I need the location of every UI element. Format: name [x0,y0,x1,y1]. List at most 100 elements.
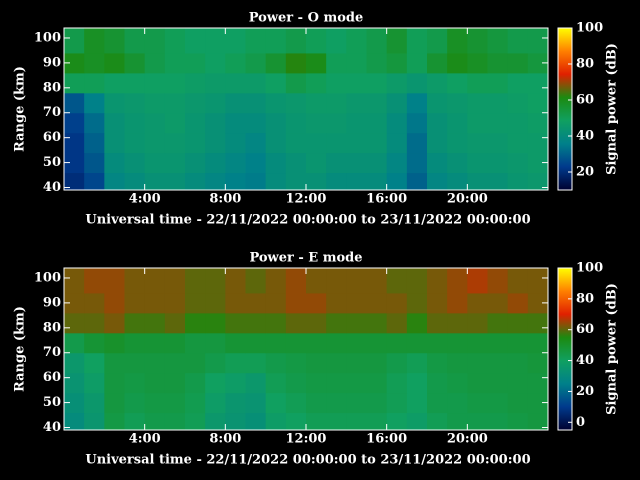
heat-cell [346,392,367,414]
heat-cell [346,332,367,354]
heat-cell [285,332,307,354]
heat-cell [427,292,448,314]
y-tick-label: 90 [43,55,61,70]
heat-cell [185,312,206,334]
colorbar-tick-label: 20 [576,165,594,180]
colorbar-tick-label: 0 [576,415,585,430]
heat-cell [527,132,549,154]
heat-cell [205,268,226,294]
heat-cell [366,352,388,374]
heat-cell [164,352,186,374]
heat-cell [124,292,146,314]
heat-cell [64,52,85,74]
heat-cell [124,412,146,431]
colorbar-tick-label: 60 [576,322,594,337]
heat-cell [64,312,85,334]
heat-cell [84,52,105,74]
x-tick-label: 4:00 [129,432,161,447]
heat-cell [124,92,146,114]
heat-cell [346,92,367,114]
heat-cell [366,172,388,191]
heat-cell [406,152,428,174]
heat-cell [205,392,226,414]
heat-cell [64,112,85,134]
heat-cell [427,92,448,114]
heat-cell [386,292,408,314]
heat-cell [487,28,509,54]
heat-cell [265,268,287,294]
heat-cell [447,372,468,394]
heat-cell [386,392,408,414]
heat-cell [487,52,509,74]
heat-cell [205,112,226,134]
heat-cell [487,412,509,431]
heat-cell [225,52,246,74]
heat-cell [386,132,408,154]
heat-cell [527,112,549,134]
heat-cell [104,268,125,294]
heat-cell [366,52,388,74]
heat-cell [144,28,166,54]
heat-cell [346,72,367,94]
heat-cell [225,412,246,431]
heat-cell [507,312,529,334]
colorbar [557,27,573,191]
heat-cell [467,112,488,134]
heat-cell [104,52,125,74]
heat-cell [64,268,85,294]
heat-cell [265,52,287,74]
heat-cell [64,352,85,374]
heat-cell [386,92,408,114]
x-tick-label: 16:00 [366,192,407,207]
y-tick-label: 60 [43,130,61,145]
heat-cell [285,292,307,314]
heat-cell [124,72,146,94]
heat-cell [185,352,206,374]
heat-cell [507,352,529,374]
heat-cell [144,152,166,174]
heat-cell [467,72,488,94]
heat-cell [285,152,307,174]
heat-cell [245,352,267,374]
heat-cell [406,332,428,354]
heat-cell [366,28,388,54]
heat-cell [427,132,448,154]
heat-cell [306,372,327,394]
heat-cell [84,268,105,294]
heat-cell [124,52,146,74]
heat-cell [225,152,246,174]
heat-cell [124,332,146,354]
heat-cell [265,132,287,154]
heat-cell [487,268,509,294]
heat-cell [346,372,367,394]
heat-cell [326,52,347,74]
heat-cell [225,352,246,374]
heat-cell [245,292,267,314]
heat-cell [245,72,267,94]
heat-cell [346,312,367,334]
heat-cell [225,372,246,394]
heat-cell [366,92,388,114]
heat-cell [487,332,509,354]
heat-cell [386,268,408,294]
heat-cell [386,152,408,174]
heat-cell [84,312,105,334]
heat-cell [124,152,146,174]
heat-cell [285,372,307,394]
heat-cell [507,172,529,191]
heat-cell [285,172,307,191]
heat-cell [225,132,246,154]
heat-cell [205,52,226,74]
heat-cell [225,112,246,134]
heat-cell [245,392,267,414]
heat-cell [225,72,246,94]
heat-cell [164,312,186,334]
heat-cell [467,172,488,191]
heat-cell [306,132,327,154]
heat-cell [507,72,529,94]
heat-cell [306,392,327,414]
heat-cell [84,132,105,154]
heat-cell [265,352,287,374]
heat-cell [205,412,226,431]
heat-cell [265,92,287,114]
